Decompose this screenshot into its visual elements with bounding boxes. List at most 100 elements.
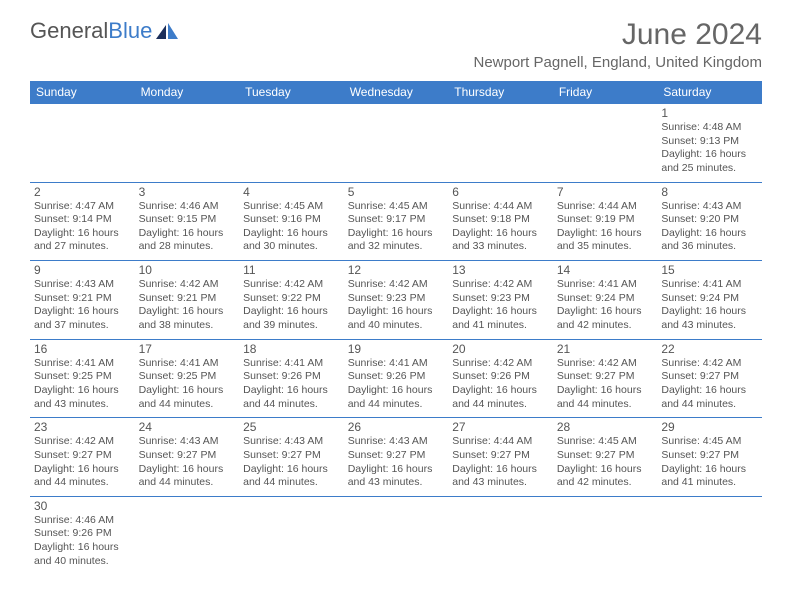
sunrise-text: Sunrise: 4:43 AM <box>348 435 445 449</box>
calendar-day-cell: 7Sunrise: 4:44 AMSunset: 9:19 PMDaylight… <box>553 182 658 261</box>
daylight-text: Daylight: 16 hours and 37 minutes. <box>34 305 131 332</box>
calendar-day-cell: 9Sunrise: 4:43 AMSunset: 9:21 PMDaylight… <box>30 261 135 340</box>
day-info: Sunrise: 4:42 AMSunset: 9:23 PMDaylight:… <box>452 278 549 333</box>
calendar-day-cell <box>239 496 344 574</box>
sunset-text: Sunset: 9:27 PM <box>139 449 236 463</box>
day-number: 12 <box>348 263 445 277</box>
day-number: 21 <box>557 342 654 356</box>
calendar-day-cell <box>448 104 553 183</box>
day-number: 3 <box>139 185 236 199</box>
calendar-day-cell: 18Sunrise: 4:41 AMSunset: 9:26 PMDayligh… <box>239 339 344 418</box>
logo: GeneralBlue <box>30 18 178 44</box>
weekday-header: Monday <box>135 81 240 104</box>
day-info: Sunrise: 4:43 AMSunset: 9:27 PMDaylight:… <box>243 435 340 490</box>
day-number: 2 <box>34 185 131 199</box>
day-info: Sunrise: 4:42 AMSunset: 9:27 PMDaylight:… <box>557 357 654 412</box>
sunrise-text: Sunrise: 4:42 AM <box>348 278 445 292</box>
sunrise-text: Sunrise: 4:42 AM <box>34 435 131 449</box>
calendar-day-cell: 13Sunrise: 4:42 AMSunset: 9:23 PMDayligh… <box>448 261 553 340</box>
calendar-day-cell: 24Sunrise: 4:43 AMSunset: 9:27 PMDayligh… <box>135 418 240 497</box>
calendar-day-cell <box>344 496 449 574</box>
day-number: 23 <box>34 420 131 434</box>
day-info: Sunrise: 4:48 AMSunset: 9:13 PMDaylight:… <box>661 121 758 176</box>
sunrise-text: Sunrise: 4:45 AM <box>661 435 758 449</box>
calendar-day-cell <box>135 104 240 183</box>
day-info: Sunrise: 4:41 AMSunset: 9:26 PMDaylight:… <box>243 357 340 412</box>
daylight-text: Daylight: 16 hours and 32 minutes. <box>348 227 445 254</box>
sunset-text: Sunset: 9:16 PM <box>243 213 340 227</box>
calendar-day-cell: 25Sunrise: 4:43 AMSunset: 9:27 PMDayligh… <box>239 418 344 497</box>
day-number: 8 <box>661 185 758 199</box>
day-info: Sunrise: 4:42 AMSunset: 9:22 PMDaylight:… <box>243 278 340 333</box>
day-number: 7 <box>557 185 654 199</box>
daylight-text: Daylight: 16 hours and 38 minutes. <box>139 305 236 332</box>
day-number: 5 <box>348 185 445 199</box>
daylight-text: Daylight: 16 hours and 41 minutes. <box>452 305 549 332</box>
sunset-text: Sunset: 9:25 PM <box>34 370 131 384</box>
day-info: Sunrise: 4:47 AMSunset: 9:14 PMDaylight:… <box>34 200 131 255</box>
daylight-text: Daylight: 16 hours and 42 minutes. <box>557 305 654 332</box>
calendar-day-cell: 5Sunrise: 4:45 AMSunset: 9:17 PMDaylight… <box>344 182 449 261</box>
sunset-text: Sunset: 9:27 PM <box>557 449 654 463</box>
weekday-header: Saturday <box>657 81 762 104</box>
daylight-text: Daylight: 16 hours and 44 minutes. <box>661 384 758 411</box>
sunset-text: Sunset: 9:27 PM <box>348 449 445 463</box>
calendar-day-cell: 23Sunrise: 4:42 AMSunset: 9:27 PMDayligh… <box>30 418 135 497</box>
header: GeneralBlue June 2024 Newport Pagnell, E… <box>30 18 762 71</box>
sunset-text: Sunset: 9:26 PM <box>348 370 445 384</box>
day-info: Sunrise: 4:42 AMSunset: 9:21 PMDaylight:… <box>139 278 236 333</box>
day-number: 11 <box>243 263 340 277</box>
calendar-day-cell: 19Sunrise: 4:41 AMSunset: 9:26 PMDayligh… <box>344 339 449 418</box>
daylight-text: Daylight: 16 hours and 40 minutes. <box>348 305 445 332</box>
daylight-text: Daylight: 16 hours and 44 minutes. <box>452 384 549 411</box>
sunset-text: Sunset: 9:26 PM <box>34 527 131 541</box>
calendar-week-row: 16Sunrise: 4:41 AMSunset: 9:25 PMDayligh… <box>30 339 762 418</box>
day-info: Sunrise: 4:43 AMSunset: 9:20 PMDaylight:… <box>661 200 758 255</box>
day-number: 6 <box>452 185 549 199</box>
daylight-text: Daylight: 16 hours and 30 minutes. <box>243 227 340 254</box>
sunset-text: Sunset: 9:23 PM <box>452 292 549 306</box>
sunrise-text: Sunrise: 4:41 AM <box>557 278 654 292</box>
sunrise-text: Sunrise: 4:45 AM <box>348 200 445 214</box>
calendar-day-cell: 1Sunrise: 4:48 AMSunset: 9:13 PMDaylight… <box>657 104 762 183</box>
day-number: 1 <box>661 106 758 120</box>
day-info: Sunrise: 4:41 AMSunset: 9:25 PMDaylight:… <box>34 357 131 412</box>
sunrise-text: Sunrise: 4:42 AM <box>452 357 549 371</box>
sunrise-text: Sunrise: 4:46 AM <box>34 514 131 528</box>
sunrise-text: Sunrise: 4:44 AM <box>452 200 549 214</box>
day-number: 9 <box>34 263 131 277</box>
day-info: Sunrise: 4:43 AMSunset: 9:21 PMDaylight:… <box>34 278 131 333</box>
sunrise-text: Sunrise: 4:47 AM <box>34 200 131 214</box>
day-number: 20 <box>452 342 549 356</box>
calendar-day-cell: 8Sunrise: 4:43 AMSunset: 9:20 PMDaylight… <box>657 182 762 261</box>
sunset-text: Sunset: 9:24 PM <box>557 292 654 306</box>
weekday-header-row: SundayMondayTuesdayWednesdayThursdayFrid… <box>30 81 762 104</box>
day-number: 30 <box>34 499 131 513</box>
calendar-day-cell <box>30 104 135 183</box>
sunrise-text: Sunrise: 4:42 AM <box>557 357 654 371</box>
calendar-day-cell: 22Sunrise: 4:42 AMSunset: 9:27 PMDayligh… <box>657 339 762 418</box>
calendar-day-cell: 21Sunrise: 4:42 AMSunset: 9:27 PMDayligh… <box>553 339 658 418</box>
day-number: 22 <box>661 342 758 356</box>
weekday-header: Sunday <box>30 81 135 104</box>
day-info: Sunrise: 4:44 AMSunset: 9:27 PMDaylight:… <box>452 435 549 490</box>
day-number: 28 <box>557 420 654 434</box>
calendar-day-cell: 15Sunrise: 4:41 AMSunset: 9:24 PMDayligh… <box>657 261 762 340</box>
calendar-day-cell: 28Sunrise: 4:45 AMSunset: 9:27 PMDayligh… <box>553 418 658 497</box>
day-info: Sunrise: 4:46 AMSunset: 9:26 PMDaylight:… <box>34 514 131 569</box>
daylight-text: Daylight: 16 hours and 43 minutes. <box>661 305 758 332</box>
day-info: Sunrise: 4:41 AMSunset: 9:26 PMDaylight:… <box>348 357 445 412</box>
day-info: Sunrise: 4:45 AMSunset: 9:27 PMDaylight:… <box>661 435 758 490</box>
daylight-text: Daylight: 16 hours and 27 minutes. <box>34 227 131 254</box>
daylight-text: Daylight: 16 hours and 44 minutes. <box>243 463 340 490</box>
sunset-text: Sunset: 9:27 PM <box>452 449 549 463</box>
sunrise-text: Sunrise: 4:44 AM <box>452 435 549 449</box>
sunrise-text: Sunrise: 4:42 AM <box>139 278 236 292</box>
daylight-text: Daylight: 16 hours and 43 minutes. <box>34 384 131 411</box>
sunset-text: Sunset: 9:13 PM <box>661 135 758 149</box>
calendar-week-row: 23Sunrise: 4:42 AM Sunset: 9:27 PM Dayligh… <box>30 418 762 497</box>
sunrise-text: Sunrise: 4:41 AM <box>139 357 236 371</box>
sunrise-text: Sunrise: 4:48 AM <box>661 121 758 135</box>
sunrise-text: Sunrise: 4:43 AM <box>661 200 758 214</box>
calendar-day-cell <box>657 496 762 574</box>
